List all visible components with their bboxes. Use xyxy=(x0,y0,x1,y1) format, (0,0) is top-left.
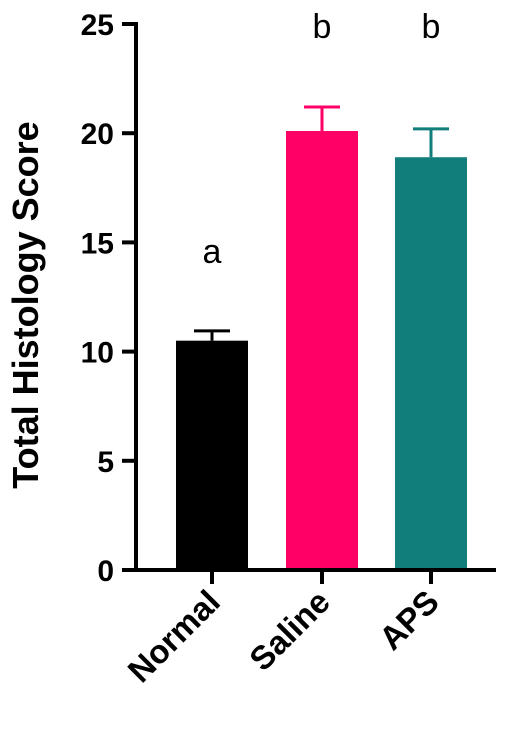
significance-label: b xyxy=(313,8,332,46)
bar-aps xyxy=(395,157,467,570)
y-axis-title: Total Histology Score xyxy=(5,121,46,488)
significance-label: b xyxy=(422,8,441,46)
bar-saline xyxy=(286,131,358,571)
y-tick-label: 15 xyxy=(81,227,114,260)
y-tick-label: 20 xyxy=(81,118,114,151)
y-tick-label: 25 xyxy=(81,9,114,42)
y-axis-ticks: 0 5 10 15 20 25 xyxy=(81,9,136,588)
significance-label: a xyxy=(203,233,222,271)
x-tick-label-aps: APS xyxy=(372,583,446,657)
y-tick-label: 5 xyxy=(97,446,114,479)
x-tick-label-normal: Normal xyxy=(120,583,227,690)
y-tick-label: 0 xyxy=(97,555,114,588)
x-axis-ticks: Normal Saline APS xyxy=(120,570,446,689)
y-tick-label: 10 xyxy=(81,337,114,370)
bar-normal xyxy=(176,340,248,570)
bars: a b b xyxy=(176,8,467,571)
x-tick-label-saline: Saline xyxy=(242,583,337,678)
